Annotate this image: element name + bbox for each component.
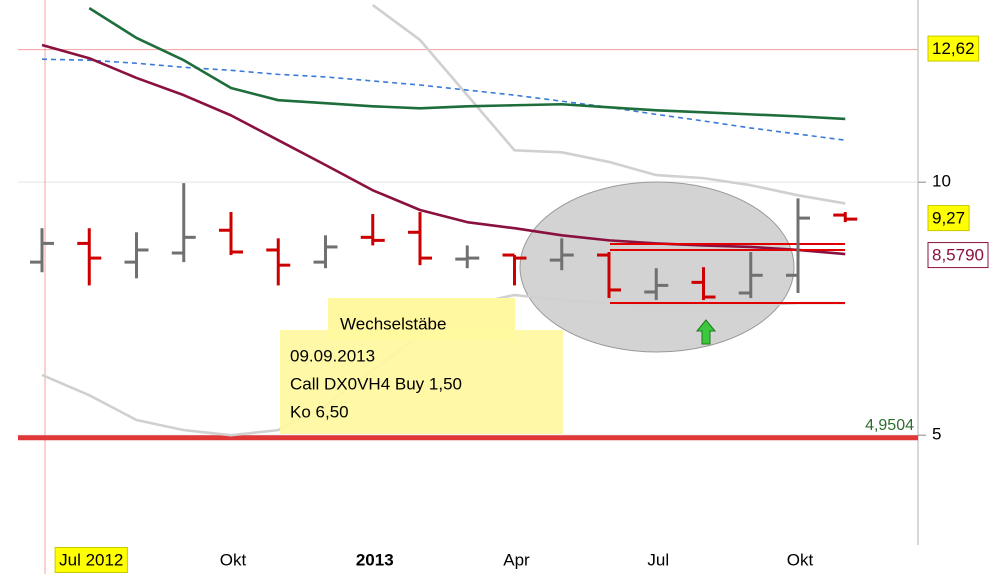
signal-arrow (695, 319, 717, 345)
ma-line (88, 6, 846, 121)
marker-label: 12,62 (932, 39, 975, 58)
ma-line (41, 43, 846, 256)
bars-layer (30, 183, 858, 301)
annotation: Wechselstäbe 09.09.2013 Call DX0VH4 Buy … (280, 298, 563, 434)
label-box (927, 242, 989, 269)
lines-layer (18, 4, 918, 441)
annotation-box (280, 330, 563, 434)
x-tick-label: Jul 2012 (59, 550, 123, 569)
grid-layer (18, 0, 926, 574)
last-value-label: 8,5790 (932, 246, 984, 265)
x-tick-label: Okt (220, 550, 247, 569)
ma-line (41, 58, 846, 141)
annotation-line: Call DX0VH4 Buy 1,50 (290, 374, 462, 393)
level-label: 4,9504 (865, 417, 914, 434)
annotation-line: 09.09.2013 (290, 346, 375, 365)
label-box (927, 35, 980, 62)
annotation-line: Ko 6,50 (290, 402, 349, 421)
label-box (927, 205, 970, 232)
y-tick-label: 10 (932, 172, 951, 191)
annotation-title: Wechselstäbe (340, 314, 446, 333)
labels-layer: 5 10 12,62 4,9504 Jul 2012 Okt 2013 Apr Jul Okt 9,… (54, 35, 989, 573)
y-tick-label: 5 (932, 425, 941, 444)
channel (610, 243, 845, 304)
ma-line (371, 4, 846, 205)
label-box (54, 546, 128, 573)
last-value-label: 9,27 (932, 209, 965, 228)
highlight-ellipse (519, 181, 795, 353)
x-tick-label: 2013 (356, 550, 394, 569)
x-tick-label: Apr (503, 550, 530, 569)
x-tick-label: Jul (647, 550, 669, 569)
x-tick-label: Okt (787, 550, 814, 569)
